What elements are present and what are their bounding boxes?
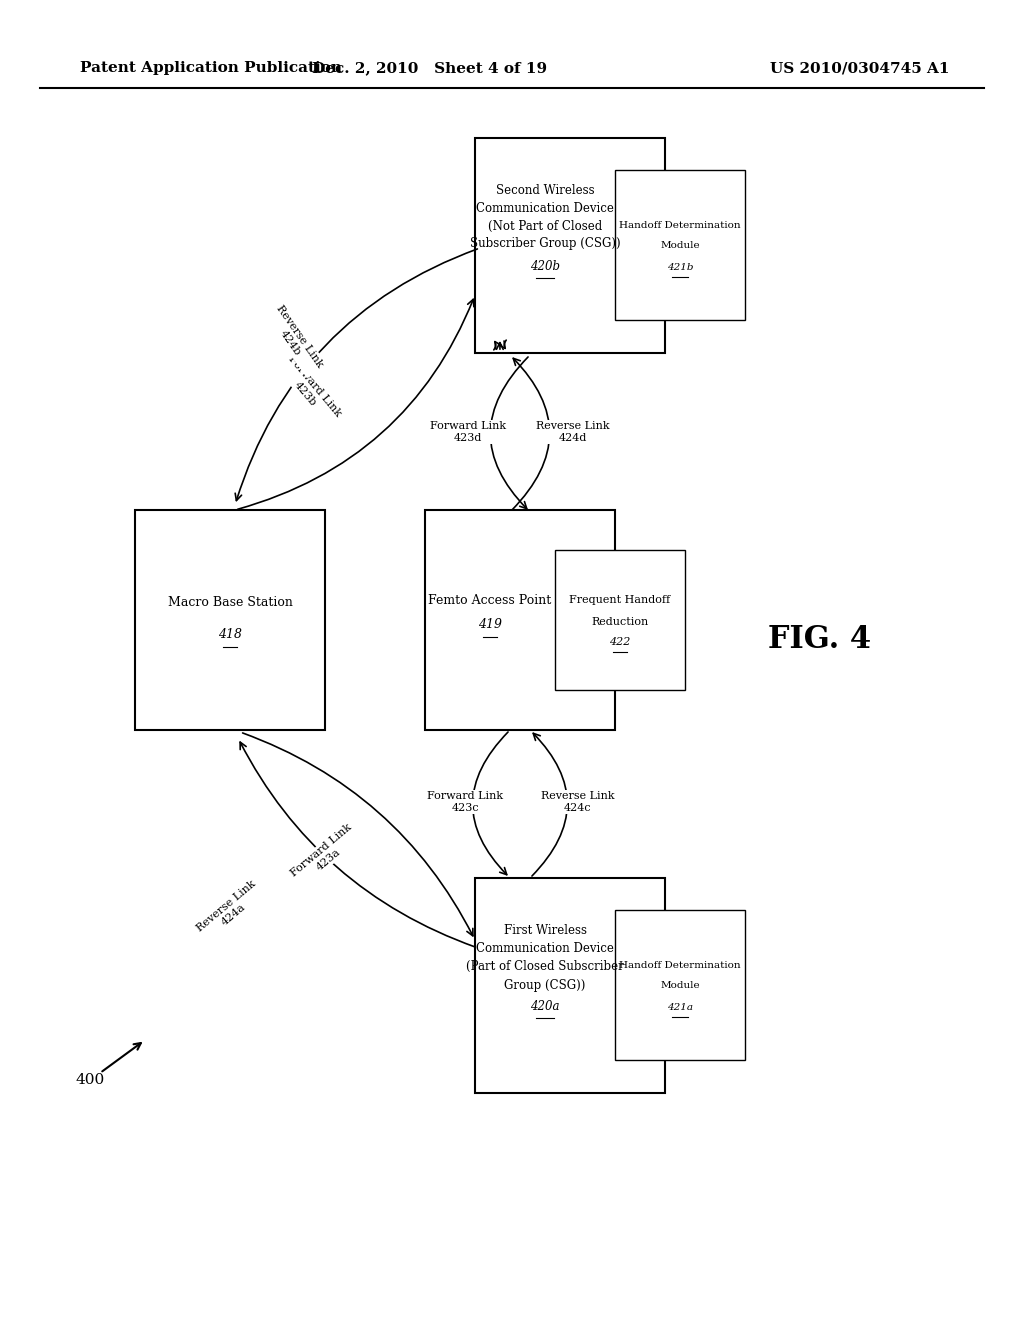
Text: 400: 400 xyxy=(76,1073,104,1086)
Text: Communication Device: Communication Device xyxy=(476,202,614,214)
Text: Reverse Link
424b: Reverse Link 424b xyxy=(265,304,325,376)
Text: (Not Part of Closed: (Not Part of Closed xyxy=(487,219,602,232)
Bar xyxy=(475,137,665,352)
Text: Handoff Determination: Handoff Determination xyxy=(620,220,740,230)
Text: Macro Base Station: Macro Base Station xyxy=(168,595,293,609)
Text: Reverse Link
424a: Reverse Link 424a xyxy=(195,878,265,942)
Text: Dec. 2, 2010   Sheet 4 of 19: Dec. 2, 2010 Sheet 4 of 19 xyxy=(312,61,548,75)
Bar xyxy=(475,878,665,1093)
Text: Patent Application Publication: Patent Application Publication xyxy=(80,61,342,75)
Text: First Wireless: First Wireless xyxy=(504,924,587,936)
Text: 422: 422 xyxy=(609,638,631,647)
Bar xyxy=(135,510,325,730)
Text: Forward Link
423d: Forward Link 423d xyxy=(430,421,506,442)
Bar xyxy=(555,550,685,690)
Text: 420b: 420b xyxy=(530,260,560,273)
Text: Module: Module xyxy=(660,981,699,990)
Text: Group (CSG)): Group (CSG)) xyxy=(504,978,586,991)
Text: 421b: 421b xyxy=(667,263,693,272)
Text: Reverse Link
424c: Reverse Link 424c xyxy=(542,791,614,813)
Text: Forward Link
423a: Forward Link 423a xyxy=(289,822,361,888)
Text: 420a: 420a xyxy=(530,1001,560,1014)
Text: Forward Link
423b: Forward Link 423b xyxy=(278,354,343,426)
Text: Communication Device: Communication Device xyxy=(476,941,614,954)
Bar xyxy=(615,170,745,319)
Text: FIG. 4: FIG. 4 xyxy=(768,624,871,656)
Text: US 2010/0304745 A1: US 2010/0304745 A1 xyxy=(770,61,950,75)
Text: Frequent Handoff: Frequent Handoff xyxy=(569,595,671,605)
Text: Handoff Determination: Handoff Determination xyxy=(620,961,740,969)
Text: Femto Access Point: Femto Access Point xyxy=(428,594,552,606)
Text: Module: Module xyxy=(660,240,699,249)
Text: Reduction: Reduction xyxy=(592,616,648,627)
Text: 421a: 421a xyxy=(667,1002,693,1011)
Bar xyxy=(425,510,615,730)
Text: 418: 418 xyxy=(218,628,242,642)
Text: Subscriber Group (CSG)): Subscriber Group (CSG)) xyxy=(470,238,621,251)
Text: 419: 419 xyxy=(478,619,502,631)
Text: Forward Link
423c: Forward Link 423c xyxy=(427,791,503,813)
Text: Reverse Link
424d: Reverse Link 424d xyxy=(537,421,610,442)
Text: Second Wireless: Second Wireless xyxy=(496,183,594,197)
Text: (Part of Closed Subscriber: (Part of Closed Subscriber xyxy=(466,960,624,973)
Bar xyxy=(615,909,745,1060)
